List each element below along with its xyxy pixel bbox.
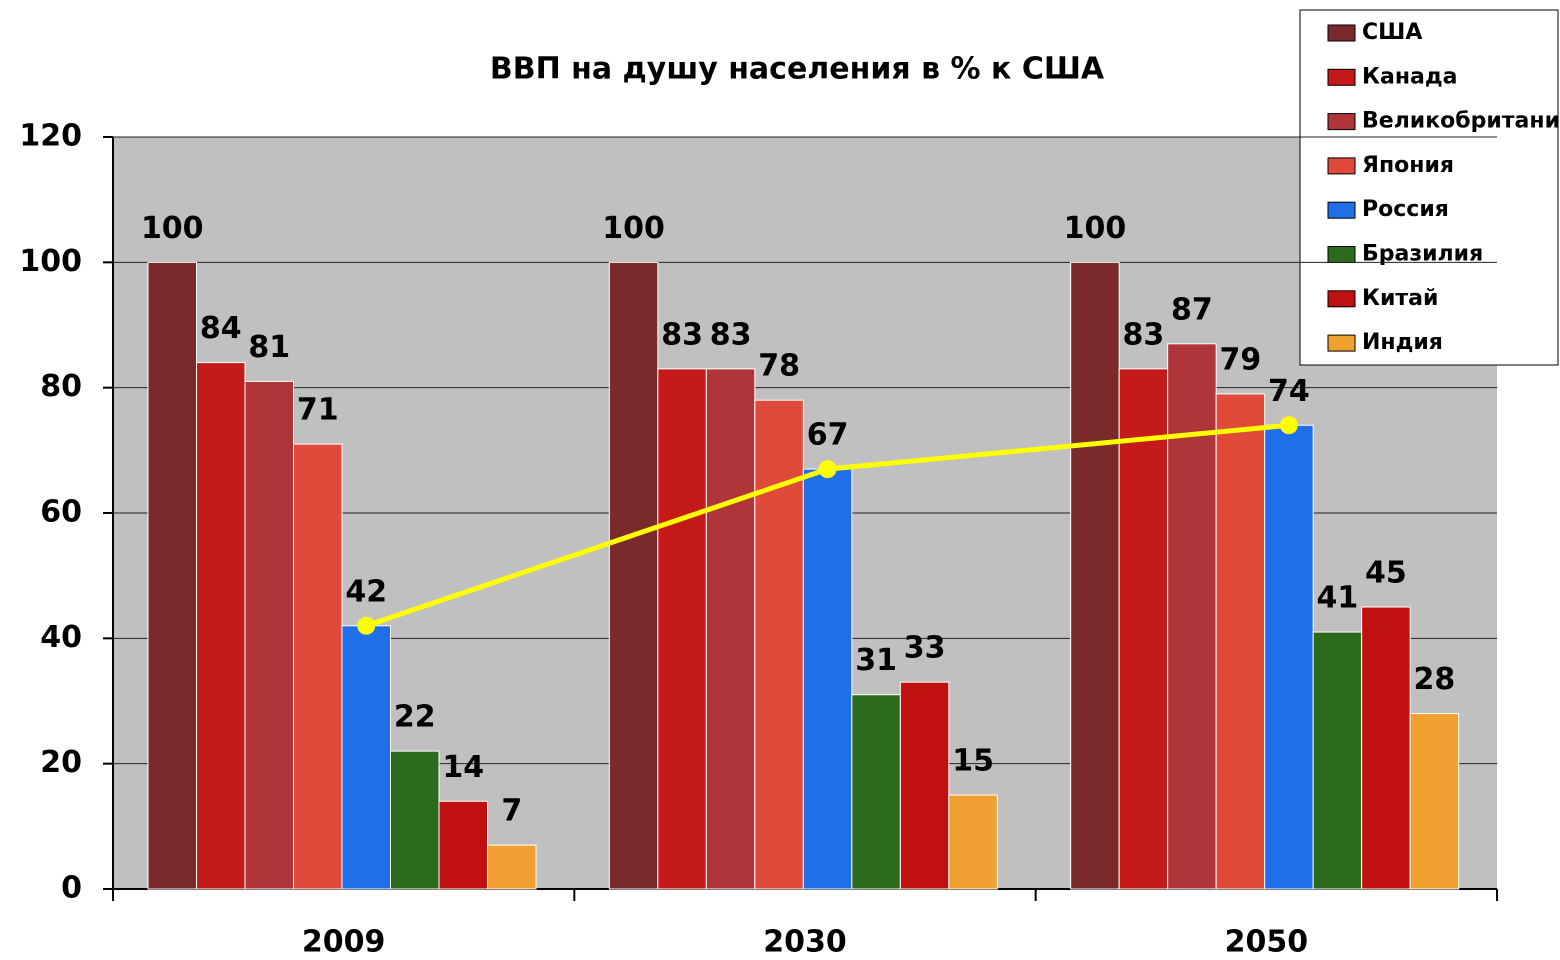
x-tick-label: 2050	[1225, 925, 1309, 960]
value-label: 100	[1064, 211, 1127, 246]
x-tick-label: 2009	[302, 925, 386, 960]
legend-box	[1300, 10, 1558, 365]
legend-label: США	[1362, 20, 1422, 45]
bar	[488, 845, 537, 889]
value-label: 71	[297, 393, 339, 428]
bar	[1313, 632, 1362, 889]
value-label: 78	[758, 349, 800, 384]
value-label: 83	[710, 317, 752, 352]
value-label: 15	[952, 744, 994, 779]
legend-label: Индия	[1362, 330, 1443, 355]
bar	[391, 751, 440, 889]
legend-label: Япония	[1362, 153, 1454, 178]
bar	[1119, 369, 1168, 889]
value-label: 100	[141, 211, 204, 246]
bar	[706, 369, 755, 889]
bar	[852, 695, 901, 889]
value-label: 79	[1220, 342, 1262, 377]
bar	[1168, 344, 1217, 889]
legend-label: Великобритания	[1362, 109, 1560, 134]
bar	[1362, 607, 1411, 889]
legend-swatch	[1328, 114, 1355, 130]
value-label: 67	[807, 418, 849, 453]
y-tick-label: 60	[40, 495, 82, 530]
chart-title: ВВП на душу населения в % к США	[490, 52, 1105, 87]
legend-swatch	[1328, 291, 1355, 307]
value-label: 42	[345, 574, 387, 609]
chart: ВВП на душу населения в % к США США Канад…	[0, 0, 1560, 960]
legend-label: Канада	[1362, 64, 1458, 89]
legend-swatch	[1328, 69, 1355, 85]
bar	[803, 469, 852, 889]
x-tick-label: 2030	[763, 925, 847, 960]
legend: СШАКанадаВеликобританияЯпонияРоссияБрази…	[1300, 10, 1560, 365]
value-label: 22	[394, 700, 436, 735]
value-label: 31	[855, 643, 897, 678]
bar	[949, 795, 998, 889]
bar	[294, 444, 343, 889]
legend-swatch	[1328, 25, 1355, 41]
bar	[439, 801, 488, 889]
legend-swatch	[1328, 202, 1355, 218]
bar	[1410, 714, 1459, 889]
legend-swatch	[1328, 247, 1355, 263]
value-label: 83	[661, 317, 703, 352]
bar	[1265, 425, 1314, 889]
value-label: 84	[200, 311, 242, 346]
value-label: 81	[248, 330, 290, 365]
bar	[609, 262, 658, 889]
bar	[1216, 394, 1265, 889]
value-label: 83	[1123, 317, 1165, 352]
bar	[245, 381, 294, 889]
y-tick-label: 20	[40, 745, 82, 780]
bar	[342, 626, 391, 889]
value-label: 28	[1414, 662, 1456, 697]
legend-swatch	[1328, 158, 1355, 174]
bar	[658, 369, 707, 889]
value-label: 74	[1268, 374, 1310, 409]
value-label: 41	[1317, 581, 1359, 616]
y-tick-label: 40	[40, 620, 82, 655]
y-tick-label: 100	[19, 244, 82, 279]
value-label: 100	[602, 211, 665, 246]
value-label: 14	[442, 750, 484, 785]
trend-point	[819, 460, 837, 478]
legend-swatch	[1328, 335, 1355, 351]
bar	[148, 262, 197, 889]
value-label: 45	[1365, 556, 1407, 591]
trend-point	[1280, 416, 1298, 434]
bar	[755, 400, 804, 889]
legend-label: Россия	[1362, 197, 1449, 222]
y-tick-label: 120	[19, 119, 82, 154]
trend-point	[357, 617, 375, 635]
bar	[1071, 262, 1120, 889]
y-tick-label: 80	[40, 369, 82, 404]
value-label: 7	[501, 794, 522, 829]
bar	[197, 363, 246, 889]
value-label: 33	[904, 631, 946, 666]
bar	[900, 682, 949, 889]
legend-label: Китай	[1362, 286, 1438, 311]
value-label: 87	[1171, 292, 1213, 327]
y-tick-label: 0	[61, 871, 82, 906]
